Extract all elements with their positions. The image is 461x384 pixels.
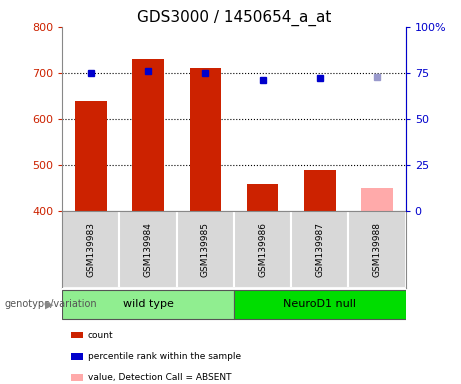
Text: value, Detection Call = ABSENT: value, Detection Call = ABSENT	[88, 373, 231, 382]
Bar	[62, 211, 119, 288]
Bar	[304, 170, 336, 211]
Bar	[234, 290, 406, 319]
Text: GSM139983: GSM139983	[86, 222, 95, 277]
Text: NeuroD1 null: NeuroD1 null	[284, 299, 356, 309]
Text: genotype/variation: genotype/variation	[5, 299, 97, 310]
Text: wild type: wild type	[123, 299, 173, 309]
Text: ▶: ▶	[45, 299, 53, 310]
Text: GSM139988: GSM139988	[372, 222, 382, 277]
Bar	[177, 211, 234, 288]
Bar	[361, 188, 393, 211]
Text: GSM139987: GSM139987	[315, 222, 325, 277]
Text: GSM139986: GSM139986	[258, 222, 267, 277]
Text: GSM139984: GSM139984	[143, 222, 153, 277]
Bar	[62, 290, 234, 319]
Bar	[119, 211, 177, 288]
Bar	[234, 211, 291, 288]
Bar	[132, 59, 164, 211]
Bar	[349, 211, 406, 288]
Text: GSM139985: GSM139985	[201, 222, 210, 277]
Bar	[247, 184, 278, 211]
Text: count: count	[88, 331, 113, 339]
Bar	[189, 68, 221, 211]
Bar	[75, 101, 106, 211]
Bar	[291, 211, 349, 288]
Text: percentile rank within the sample: percentile rank within the sample	[88, 352, 241, 361]
Title: GDS3000 / 1450654_a_at: GDS3000 / 1450654_a_at	[137, 9, 331, 25]
